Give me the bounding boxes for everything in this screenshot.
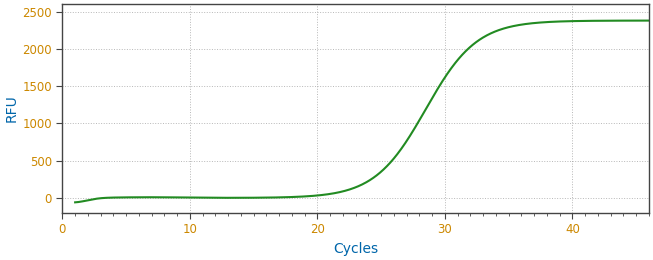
X-axis label: Cycles: Cycles [333,242,378,256]
Y-axis label: RFU: RFU [4,95,18,122]
